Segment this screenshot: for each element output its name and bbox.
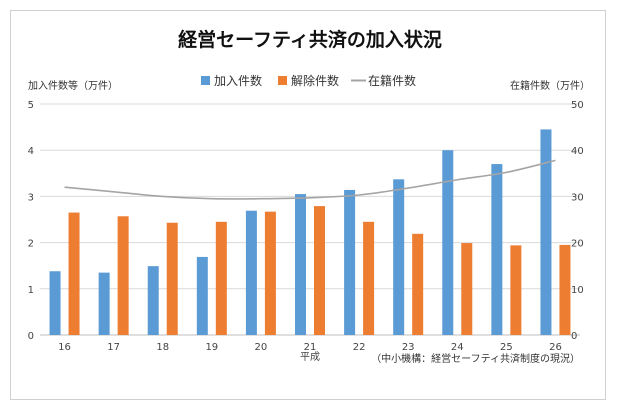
x-tick-label: 17 bbox=[107, 342, 120, 353]
bar-cancelled bbox=[314, 206, 325, 335]
bar-joined bbox=[442, 150, 454, 335]
x-tick-label: 19 bbox=[205, 342, 218, 353]
x-tick-label: 21 bbox=[304, 342, 317, 353]
left-axis-title: 加入件数等（万件） bbox=[28, 79, 118, 92]
bar-joined bbox=[245, 210, 257, 335]
left-tick-label: 1 bbox=[28, 285, 34, 296]
bar-cancelled bbox=[559, 244, 571, 335]
x-tick-label: 18 bbox=[156, 342, 169, 353]
bar-cancelled bbox=[68, 212, 80, 335]
bar-cancelled bbox=[412, 233, 424, 335]
bar-joined bbox=[393, 179, 405, 335]
x-tick-label: 23 bbox=[402, 342, 415, 353]
bar-cancelled bbox=[510, 245, 522, 335]
bar-joined bbox=[98, 272, 110, 335]
bar-cancelled bbox=[166, 222, 178, 335]
bar-joined bbox=[147, 266, 159, 335]
x-tick-label: 26 bbox=[549, 342, 562, 353]
bar-joined bbox=[295, 194, 306, 335]
bar-joined bbox=[540, 129, 552, 335]
chart-title: 経営セーフティ共済の加入状況 bbox=[178, 28, 442, 51]
line-enrolled bbox=[64, 159, 556, 200]
right-tick-label: 20 bbox=[571, 239, 584, 250]
gridlines bbox=[40, 103, 580, 336]
legend: 加入件数 解除件数 在籍件数 bbox=[201, 73, 416, 88]
legend-swatch-cancelled bbox=[278, 76, 287, 85]
right-axis-title: 在籍件数（万件） bbox=[510, 79, 590, 92]
legend-label-joined: 加入件数 bbox=[214, 73, 262, 88]
x-axis-title: 平成 bbox=[300, 351, 320, 363]
left-tick-label: 2 bbox=[28, 239, 34, 250]
bar-cancelled bbox=[117, 216, 129, 335]
bar-joined bbox=[196, 256, 208, 335]
bar-joined bbox=[49, 271, 61, 335]
x-tick-label: 24 bbox=[451, 342, 464, 353]
bar-cancelled bbox=[215, 221, 227, 335]
left-tick-label: 5 bbox=[28, 100, 34, 111]
legend-label-cancelled: 解除件数 bbox=[291, 73, 339, 88]
legend-label-enrolled: 在籍件数 bbox=[368, 73, 416, 88]
right-tick-label: 0 bbox=[571, 331, 577, 342]
bars bbox=[49, 129, 571, 335]
left-tick-label: 4 bbox=[28, 146, 34, 157]
x-tick-label: 22 bbox=[353, 342, 366, 353]
right-tick-label: 40 bbox=[571, 146, 584, 157]
right-tick-label: 10 bbox=[571, 285, 584, 296]
x-tick-label: 25 bbox=[500, 342, 513, 353]
x-tick-label: 20 bbox=[255, 342, 268, 353]
left-tick-label: 0 bbox=[28, 331, 34, 342]
bar-joined bbox=[491, 164, 503, 335]
line-series bbox=[64, 159, 556, 200]
bar-cancelled bbox=[461, 243, 473, 335]
bar-cancelled bbox=[264, 211, 276, 335]
source-note: （中小機構：経営セーフティ共済制度の現況） bbox=[371, 352, 580, 365]
left-tick-label: 3 bbox=[28, 192, 34, 203]
right-tick-label: 30 bbox=[571, 192, 584, 203]
bar-joined bbox=[344, 189, 356, 335]
right-tick-label: 50 bbox=[571, 100, 584, 111]
legend-swatch-joined bbox=[201, 76, 210, 85]
bar-cancelled bbox=[363, 221, 375, 335]
x-tick-label: 16 bbox=[58, 342, 71, 353]
